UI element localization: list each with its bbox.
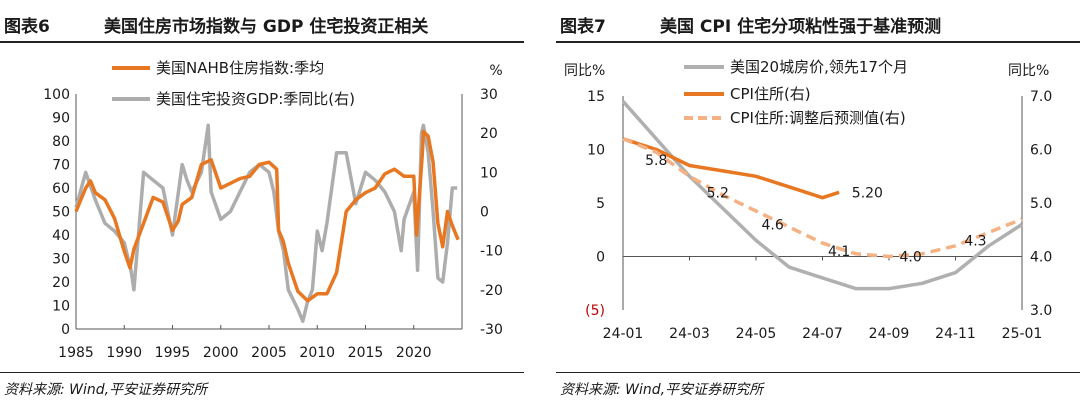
data-label: 4.3	[964, 233, 986, 249]
right-y-tick-label: 4.0	[1030, 250, 1052, 266]
left-figure-label: 图表6	[4, 17, 50, 37]
left-chart-title: 美国住房市场指数与 GDP 住宅投资正相关	[104, 17, 429, 37]
x-tick-label: 1985	[58, 345, 94, 361]
series-line-cpi-shelter-forecast	[622, 137, 1023, 259]
legend-label: CPI住所:调整后预测值(右)	[730, 109, 906, 127]
legend-label: 美国NAHB住房指数:季均	[156, 59, 324, 77]
left-source-note: 资料来源: Wind,平安证券研究所	[4, 382, 208, 398]
left-y-tick-label: 20	[52, 275, 70, 291]
data-label: 4.1	[828, 244, 850, 260]
right-y-tick-label: 3.0	[1030, 303, 1052, 319]
right-y-tick-label: 5.0	[1030, 196, 1052, 212]
right-bottom-rule	[556, 372, 1080, 373]
right-figure-label: 图表7	[560, 17, 606, 37]
data-label: 5.8	[645, 153, 667, 169]
left-y-tick-label: 15	[587, 89, 605, 105]
left-y-tick-label: 40	[52, 228, 70, 244]
x-tick-label: 25-01	[1002, 326, 1043, 342]
x-tick-label: 1995	[155, 345, 191, 361]
legend-label: 美国住宅投资GDP:季同比(右)	[156, 90, 355, 108]
right-top-rule	[556, 41, 1080, 43]
left-top-rule	[0, 41, 524, 43]
x-tick-label: 24-05	[736, 326, 777, 342]
x-tick-label: 2000	[203, 345, 239, 361]
series-line-nahb-index	[74, 129, 460, 303]
x-tick-label: 2005	[251, 345, 287, 361]
right-y-tick-label: -30	[480, 322, 503, 338]
left-y-tick-label: 0	[61, 322, 70, 338]
x-tick-label: 2020	[396, 345, 432, 361]
x-tick-label: 1990	[106, 345, 142, 361]
right-y-tick-label: -20	[480, 283, 503, 299]
x-tick-label: 24-11	[935, 326, 976, 342]
left-y-tick-label: 5	[596, 196, 605, 212]
left-y-tick-label: 30	[52, 252, 70, 268]
left-y-tick-label: 70	[52, 158, 70, 174]
right-y-tick-label: 20	[480, 126, 498, 142]
x-tick-label: 24-03	[669, 326, 710, 342]
x-tick-label: 24-07	[802, 326, 843, 342]
left-y-tick-label: 10	[587, 143, 605, 159]
left-y-unit-label: 同比%	[564, 63, 605, 79]
data-label: 5.2	[707, 185, 729, 201]
x-tick-label: 2010	[299, 345, 335, 361]
series-line-residential-investment	[74, 123, 458, 323]
x-tick-label: 2015	[348, 345, 384, 361]
series-line-home-price-20city	[621, 100, 1023, 291]
left-chart-header: 图表6 美国住房市场指数与 GDP 住宅投资正相关	[0, 8, 524, 38]
legend-label: CPI住所(右)	[730, 85, 811, 103]
right-chart-header: 图表7 美国 CPI 住宅分项粘性强于基准预测	[556, 8, 1080, 38]
left-y-tick-label: 80	[52, 134, 70, 150]
right-y-tick-label: 0	[480, 205, 489, 221]
right-y-tick-label: 30	[480, 87, 498, 103]
right-y-tick-label: 6.0	[1030, 143, 1052, 159]
x-tick-label: 24-01	[603, 326, 644, 342]
right-y-tick-label: 7.0	[1030, 89, 1052, 105]
right-y-unit-label: 同比%	[1008, 63, 1049, 79]
left-y-tick-label: (5)	[585, 303, 605, 319]
left-y-tick-label: 0	[596, 250, 605, 266]
right-chart: (5) 0 5 10 15 3.0 4.0 5.0 6.0 7.0 同比% 同比% 24-01 24-03…	[564, 58, 1052, 342]
right-source-note: 资料来源: Wind,平安证券研究所	[560, 382, 764, 398]
right-chart-panel: 图表7 美国 CPI 住宅分项粘性强于基准预测 (5) 0 5 10 15 3.0 4.0 5…	[556, 0, 1080, 412]
legend-label: 美国20城房价,领先17个月	[730, 58, 908, 76]
data-label: 4.0	[899, 250, 921, 266]
right-y-tick-label: 10	[480, 165, 498, 181]
left-y-tick-label: 60	[52, 181, 70, 197]
left-y-tick-label: 100	[43, 87, 70, 103]
data-label: 4.6	[761, 217, 783, 233]
left-y-tick-label: 50	[52, 205, 70, 221]
left-chart-panel: 图表6 美国住房市场指数与 GDP 住宅投资正相关 0 10 20 30 40 50 60 7…	[0, 0, 524, 412]
right-y-tick-label: -10	[480, 244, 503, 260]
x-tick-label: 24-09	[869, 326, 910, 342]
right-y-unit-label: %	[489, 63, 502, 79]
left-chart: 0 10 20 30 40 50 60 70 80 90 100 -30 -20 -10 0 10 20 30% 1…	[43, 59, 503, 361]
left-bottom-rule	[0, 372, 524, 373]
left-y-tick-label: 90	[52, 111, 70, 127]
series-line-cpi-shelter	[622, 137, 840, 200]
data-label: 5.20	[852, 185, 883, 201]
left-y-tick-label: 10	[52, 299, 70, 315]
right-chart-title: 美国 CPI 住宅分项粘性强于基准预测	[660, 17, 942, 37]
